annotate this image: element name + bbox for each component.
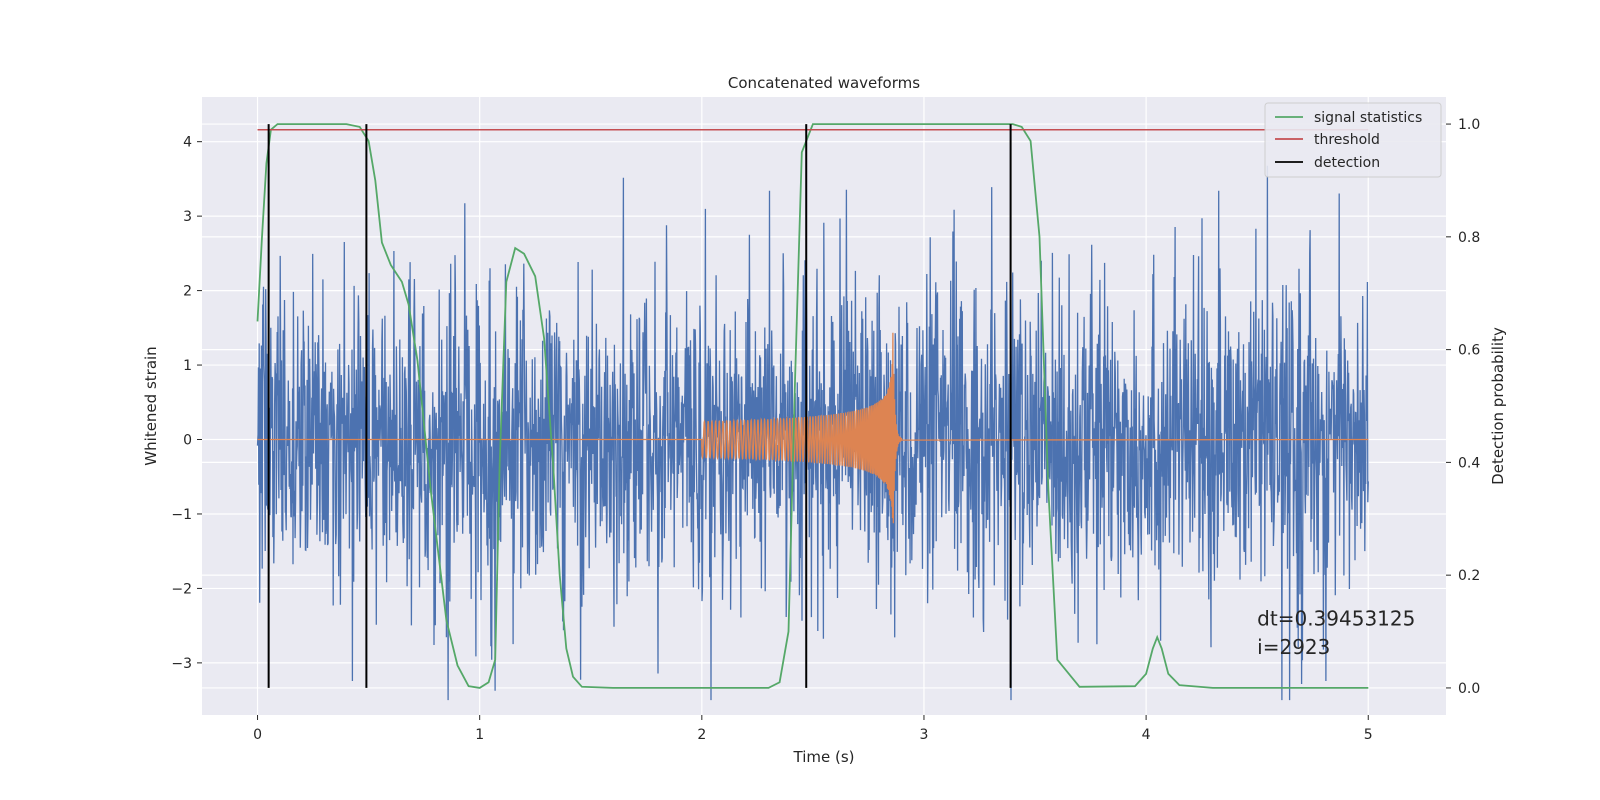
y2-tick-label-2: 0.4 [1458,455,1480,471]
legend-box [1264,102,1442,178]
signal-statistics-line [256,123,1369,689]
y2-tick-label-4: 0.8 [1458,230,1480,246]
y2-tick-label-0: 0.0 [1458,681,1480,697]
y2-axis-ticks: 0.0 0.2 0.4 0.6 0.8 1.0 [1446,117,1480,697]
x-tick-label-3: 3 [920,727,929,743]
annotation-0: dt=0.39453125 [1257,607,1415,631]
y-tick-label-2: −1 [171,507,192,523]
x-tick-label-5: 5 [1364,727,1373,743]
x-tick-label-4: 4 [1142,727,1151,743]
legend-label-signal: signal statistics [1314,110,1422,126]
x-axis-ticks: 0 1 2 3 4 5 [253,715,1373,743]
y2-tick-label-3: 0.6 [1458,343,1480,359]
y-tick-label-0: −3 [171,656,192,672]
y-tick-label-5: 2 [183,284,192,300]
y-tick-label-1: −2 [171,581,192,597]
legend: signal statistics threshold detection [1264,102,1442,178]
annotation-1: i=2923 [1257,635,1330,659]
chart-title: Concatenated waveforms [728,74,920,92]
annotations: dt=0.39453125 i=2923 [1257,607,1415,659]
x-tick-label-2: 2 [697,727,706,743]
legend-label-detection: detection [1314,155,1380,171]
y-tick-label-6: 3 [183,209,192,225]
legend-label-threshold: threshold [1314,132,1380,148]
y2-axis-label: Detection probability [1489,327,1507,485]
y2-tick-label-5: 1.0 [1458,117,1480,133]
y-tick-label-3: 0 [183,433,192,449]
y2-tick-label-1: 0.2 [1458,568,1480,584]
y-axis-label: Whitened strain [142,346,160,465]
x-tick-label-1: 1 [475,727,484,743]
whitened-strain-line [256,165,1369,701]
y-axis-ticks: −3 −2 −1 0 1 2 3 4 [171,135,202,672]
y-tick-label-4: 1 [183,358,192,374]
detection-lines [267,124,1012,688]
x-axis-label: Time (s) [793,748,855,766]
y-tick-label-7: 4 [183,135,192,151]
injected-waveform-line [257,332,1369,524]
x-tick-label-0: 0 [253,727,262,743]
